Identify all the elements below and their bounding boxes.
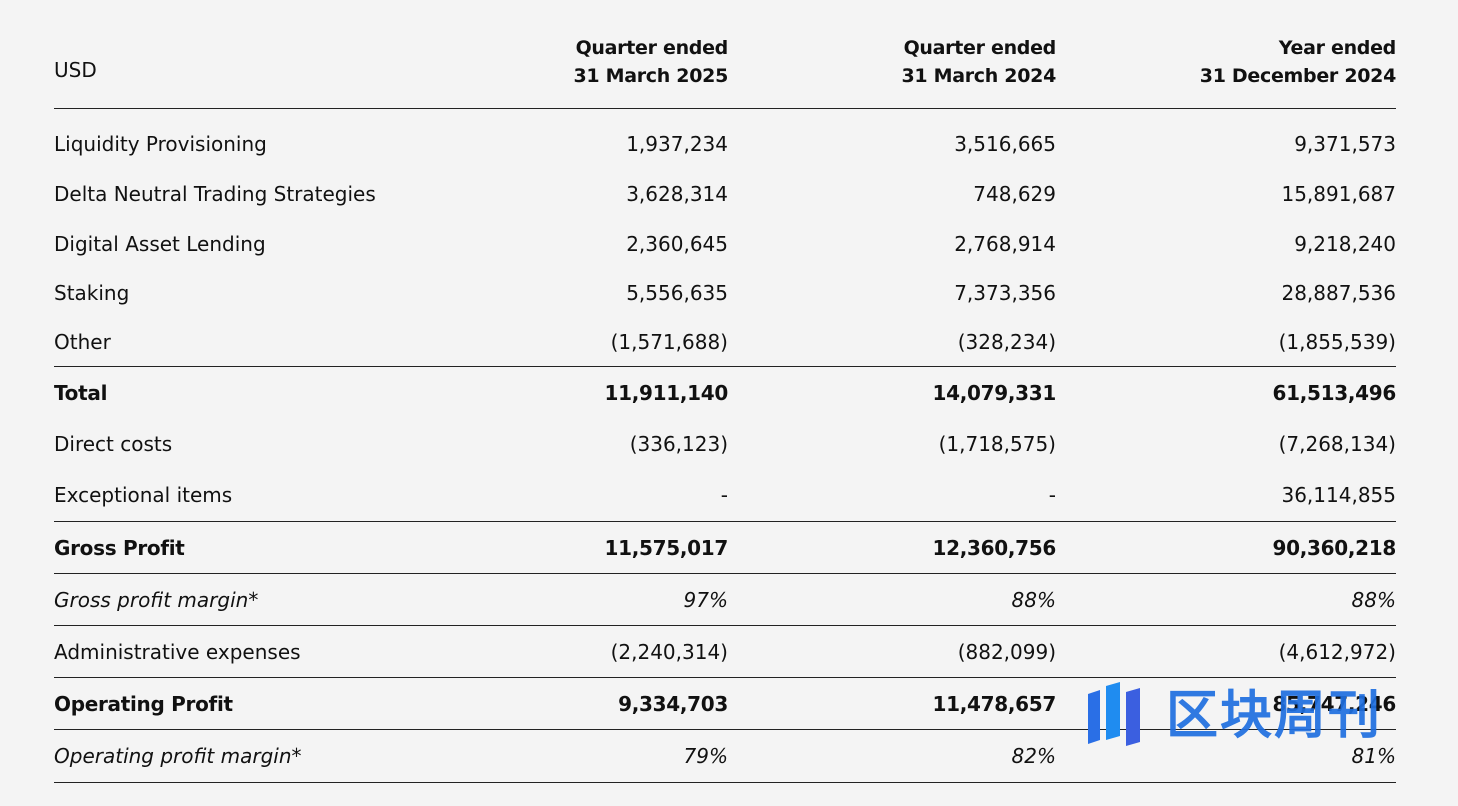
table-row-margin: Gross profit margin* 97% 88% 88% — [54, 574, 1396, 626]
table-row-margin: Operating profit margin* 79% 82% 81% — [54, 730, 1396, 783]
table-row: Exceptional items - - 36,114,855 — [54, 469, 1396, 522]
table-row-operating-profit: Operating Profit 9,334,703 11,478,657 85… — [54, 678, 1396, 730]
watermark-text: 区块周刊 — [1166, 686, 1383, 746]
table-row: Liquidity Provisioning 1,937,234 3,516,6… — [54, 132, 1396, 156]
column-header-fy-2024: Year ended 31 December 2024 — [1199, 37, 1397, 87]
table-row: Staking 5,556,635 7,373,356 28,887,536 — [54, 281, 1396, 305]
table-row: Direct costs (336,123) (1,718,575) (7,26… — [54, 431, 1396, 456]
currency-label: USD — [54, 58, 97, 82]
table-row-total: Total 11,911,140 14,079,331 61,513,496 — [54, 380, 1396, 405]
watermark: 区块周刊 — [1082, 676, 1432, 756]
column-header-q1-2025: Quarter ended 31 March 2025 — [573, 37, 728, 87]
table-row: Administrative expenses (2,240,314) (882… — [54, 626, 1396, 678]
table-row: Other (1,571,688) (328,234) (1,855,539) — [54, 318, 1396, 367]
table-row-gross-profit: Gross Profit 11,575,017 12,360,756 90,36… — [54, 522, 1396, 574]
table-header: USD Quarter ended 31 March 2025 Quarter … — [54, 22, 1396, 109]
brand-logo-icon — [1088, 682, 1140, 746]
table-row: Delta Neutral Trading Strategies 3,628,3… — [54, 182, 1396, 206]
column-header-q1-2024: Quarter ended 31 March 2024 — [901, 37, 1056, 87]
table-row: Digital Asset Lending 2,360,645 2,768,91… — [54, 231, 1396, 256]
financial-table: USD Quarter ended 31 March 2025 Quarter … — [54, 22, 1396, 783]
